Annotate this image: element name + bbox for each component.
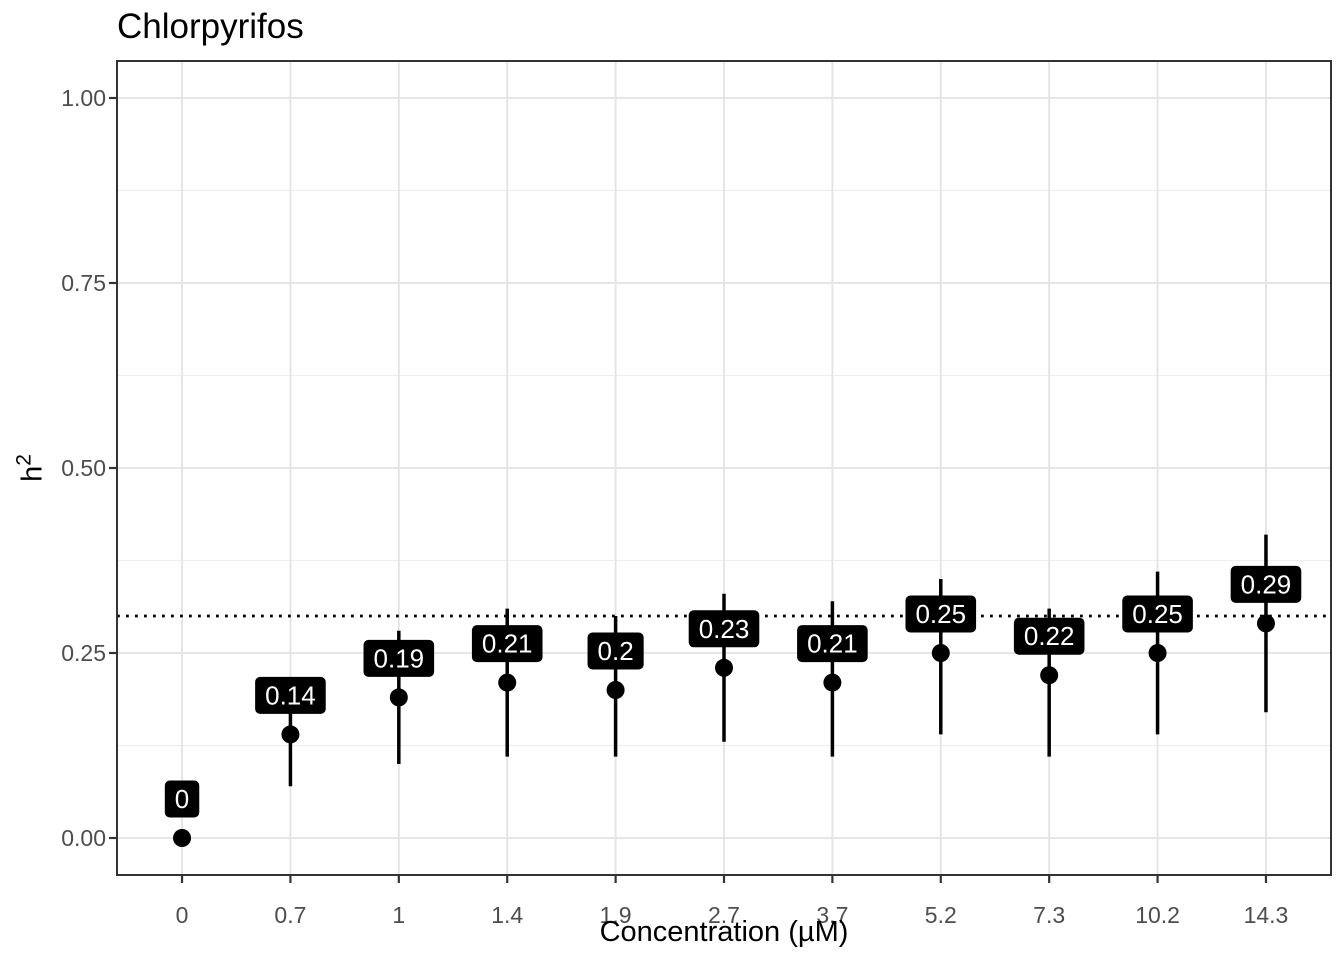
y-tick-label: 0.50	[61, 455, 106, 481]
x-tick-label: 5.2	[925, 902, 957, 928]
point-label-box	[797, 625, 868, 663]
y-axis-title: h2	[13, 454, 50, 482]
point-label-box	[1230, 565, 1302, 603]
x-tick-label: 3.7	[816, 902, 848, 928]
point-label-text: 0.21	[482, 629, 533, 659]
y-tick-label: 0.25	[61, 640, 106, 666]
x-tick-label: 2.7	[708, 902, 740, 928]
data-point	[715, 658, 733, 677]
point-label-text: 0.21	[807, 629, 858, 659]
x-tick-label: 1.9	[600, 902, 632, 928]
point-label-text: 0.19	[374, 643, 425, 673]
point-label-box	[363, 639, 435, 677]
x-tick-label: 0.7	[274, 902, 306, 928]
data-point	[173, 829, 192, 847]
y-tick-label: 1.00	[61, 85, 106, 111]
data-point	[1148, 644, 1167, 662]
point-label-text: 0.23	[699, 614, 750, 644]
chart-title: Chlorpyrifos	[117, 7, 304, 46]
data-point	[1040, 666, 1059, 685]
point-label-text: 0.25	[1132, 599, 1183, 629]
x-axis-title: Concentration (µM)	[599, 916, 849, 948]
point-label-box	[1122, 595, 1193, 633]
x-tick-label: 1.4	[491, 902, 523, 928]
data-point	[931, 644, 950, 662]
y-tick-label: 0.00	[61, 825, 106, 851]
data-point	[1256, 614, 1275, 633]
data-point	[823, 673, 842, 692]
x-tick-label: 0	[176, 902, 189, 928]
data-point	[389, 688, 408, 707]
x-tick-label: 10.2	[1135, 902, 1180, 928]
x-tick-label: 14.3	[1244, 902, 1289, 928]
point-label-box	[164, 780, 200, 818]
point-label-text: 0.25	[915, 599, 966, 629]
point-label-box	[905, 595, 977, 633]
point-label-box	[471, 625, 543, 663]
point-label-text: 0.22	[1024, 621, 1075, 651]
y-tick-label: 0.75	[61, 270, 106, 296]
point-label-text: 0.2	[598, 636, 634, 666]
point-label-box	[587, 632, 644, 670]
point-label-box	[255, 676, 326, 714]
y-axis-title-sup: 2	[12, 454, 36, 466]
y-axis-title-base: h	[16, 465, 49, 482]
point-label-box	[1013, 617, 1085, 655]
point-label-text: 0.14	[265, 680, 316, 710]
point-label-text: 0.29	[1241, 569, 1292, 599]
x-tick-label: 7.3	[1033, 902, 1065, 928]
point-label-text: 0	[175, 784, 189, 814]
data-point	[498, 673, 517, 692]
point-label-box	[688, 610, 760, 648]
data-point	[606, 681, 625, 699]
data-point	[281, 725, 300, 744]
x-tick-label: 1	[392, 902, 405, 928]
